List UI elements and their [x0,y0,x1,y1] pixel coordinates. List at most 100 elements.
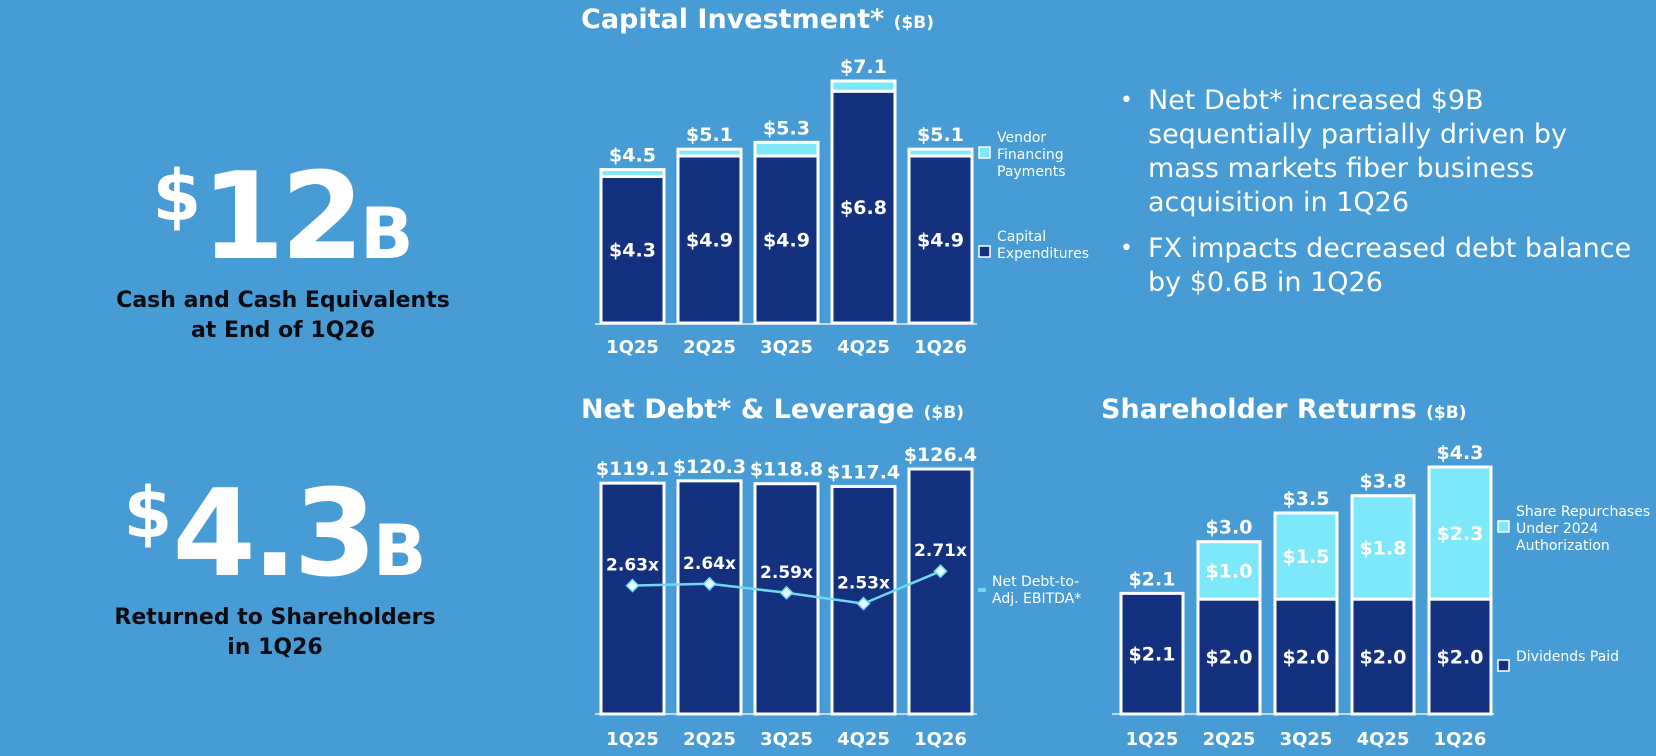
legend-label: Expenditures [997,246,1089,262]
net-debt-unit: ($B) [923,403,964,423]
bar-vendor-financing-payments [753,140,820,158]
category-tick-label: 4Q25 [1357,729,1410,750]
legend-swatch [978,245,991,258]
segment-value-label: $1.5 [1283,546,1330,568]
category-tick-label: 4Q25 [837,337,890,358]
bullet-text: FX impacts decreased debt balance by $0.… [1148,233,1632,298]
bar-total-label: $5.1 [917,124,964,146]
category-tick-label: 3Q25 [1280,729,1333,750]
bar-value-label: $120.3 [673,456,746,478]
segment-value-label: $2.0 [1360,647,1407,669]
bar-net-debt- [907,467,974,716]
legend-swatch [978,146,991,159]
category-tick-label: 2Q25 [683,337,736,358]
bar-capital-expenditures [830,89,897,325]
legend-label: Adj. EBITDA* [992,591,1081,607]
category-tick-label: 1Q26 [1434,729,1487,750]
bar-share-repurchases-under-2024-authorization [1427,465,1493,601]
legend-label: Share Repurchases [1516,504,1650,520]
segment-value-label: $2.0 [1206,647,1253,669]
bar-dividends-paid [1119,591,1185,716]
bar-value-label: $117.4 [827,461,900,483]
bar-vendor-financing-payments [907,147,974,158]
bar-net-debt- [676,479,743,716]
leverage-point-marker [625,578,640,593]
kpi-returned-label: Returned to Shareholders in 1Q26 [0,603,555,663]
kpi-returned-label-line1: Returned to Shareholders [114,605,436,630]
legend-swatch [1497,520,1510,533]
legend-label: Capital [997,229,1046,245]
segment-value-label: $1.0 [1206,560,1253,582]
kpi-cash-currency: $ [152,155,202,237]
bullet-text: Net Debt* increased $9B sequentially par… [1148,85,1567,218]
capital-investment-title-text: Capital Investment* [581,4,885,35]
capital-investment-title: Capital Investment* ($B) [581,4,934,35]
legend-label: Authorization [1516,538,1610,554]
legend-label: Vendor [997,130,1046,146]
category-tick-label: 2Q25 [683,729,736,750]
kpi-returned: $4.3B Returned to Shareholders in 1Q26 [0,475,555,663]
bullet-dot-icon: • [1120,88,1133,113]
bar-total-label: $5.1 [686,124,733,146]
bar-total-label: $3.0 [1206,517,1253,539]
bar-value-label: $118.8 [750,459,823,481]
net-debt-title-text: Net Debt* & Leverage [581,394,915,425]
bar-capital-expenditures [753,154,820,325]
bar-share-repurchases-under-2024-authorization [1196,540,1262,601]
legend-label: Payments [997,164,1066,180]
bar-value-label: $119.1 [596,458,669,480]
kpi-cash-number: 12 [201,148,364,287]
category-tick-label: 2Q25 [1203,729,1256,750]
category-tick-label: 1Q26 [914,729,967,750]
bar-total-label: $3.8 [1360,471,1407,493]
kpi-returned-unit: B [372,510,427,592]
kpi-returned-value: $4.3B [0,475,555,595]
bar-total-label: $2.1 [1129,568,1176,590]
kpi-returned-number: 4.3 [172,465,377,604]
bullet-dot-icon: • [1120,236,1133,261]
segment-value-label: $2.0 [1283,647,1330,669]
category-tick-label: 4Q25 [837,729,890,750]
bar-vendor-financing-payments [599,168,666,178]
leverage-value-label: 2.59x [760,563,813,583]
bar-total-label: $3.5 [1283,488,1330,510]
kpi-cash-unit: B [360,193,414,275]
bar-share-repurchases-under-2024-authorization [1273,511,1339,601]
bar-total-label: $4.5 [609,145,656,167]
legend-label: Dividends Paid [1516,649,1619,665]
shareholder-returns-title-text: Shareholder Returns [1101,394,1417,425]
segment-value-label: $2.3 [1437,523,1484,545]
segment-value-label: $6.8 [840,197,887,219]
leverage-point-marker [702,576,717,591]
category-tick-label: 3Q25 [760,337,813,358]
net-debt-title: Net Debt* & Leverage ($B) [581,394,964,425]
kpi-cash-label: Cash and Cash Equivalents at End of 1Q26 [3,286,563,346]
segment-value-label: $1.8 [1360,537,1407,559]
bar-dividends-paid [1273,597,1339,716]
bar-vendor-financing-payments [676,147,743,158]
bar-total-label: $7.1 [840,56,887,78]
capital-investment-unit: ($B) [893,13,934,33]
kpi-cash-label-line1: Cash and Cash Equivalents [116,288,450,313]
segment-value-label: $2.1 [1129,644,1176,666]
bar-share-repurchases-under-2024-authorization [1350,494,1416,601]
bar-total-label: $5.3 [763,117,810,139]
segment-value-label: $4.3 [609,240,656,262]
segment-value-label: $4.9 [686,229,733,251]
bar-value-label: $126.4 [904,444,977,466]
leverage-point-marker [856,596,871,611]
kpi-returned-currency: $ [123,472,173,554]
kpi-cash-value: $12B [3,158,563,278]
legend-line-swatch [978,588,986,592]
segment-value-label: $4.9 [763,229,810,251]
legend-label: Financing [997,147,1064,163]
leverage-point-marker [779,585,794,600]
shareholder-returns-unit: ($B) [1426,403,1467,423]
bullet-item: • FX impacts decreased debt balance by $0… [1120,232,1640,300]
legend-label: Net Debt-to- [992,574,1079,590]
kpi-cash: $12B Cash and Cash Equivalents at End of… [3,158,563,346]
leverage-value-label: 2.63x [606,556,659,576]
bar-net-debt- [599,481,666,716]
net-debt-commentary: • Net Debt* increased $9B sequentially pa… [1120,84,1640,312]
